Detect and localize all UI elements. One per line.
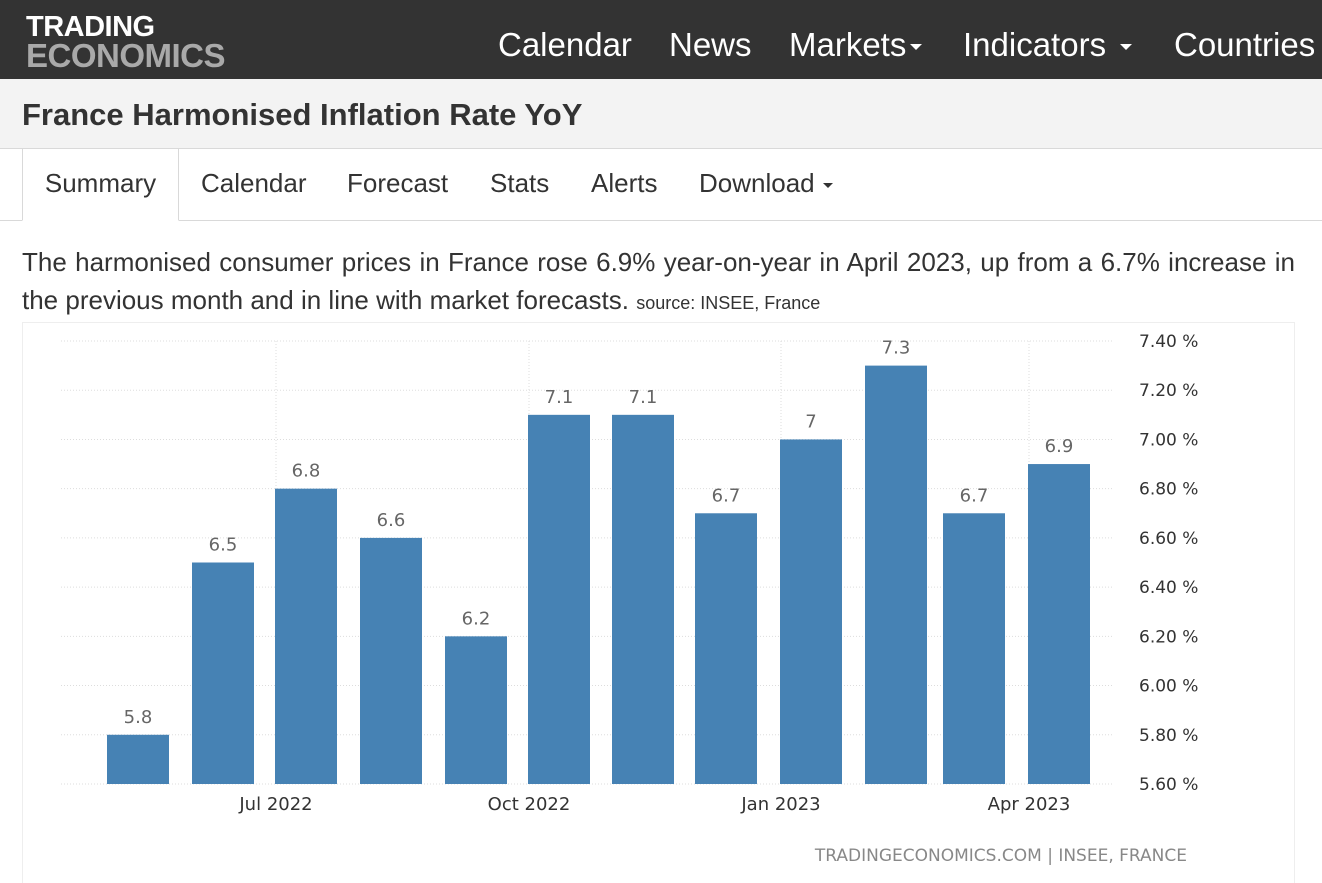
x-tick-label: Jan 2023: [740, 794, 820, 815]
bar: [695, 513, 757, 784]
y-tick-label: 6.40 %: [1139, 578, 1198, 598]
y-tick-label: 7.00 %: [1139, 430, 1198, 450]
tab-calendar-label: Calendar: [201, 168, 307, 198]
chevron-down-icon: [910, 44, 923, 51]
y-tick-label: 6.20 %: [1139, 627, 1198, 647]
data-label: 6.2: [462, 608, 491, 629]
site-logo[interactable]: TRADING ECONOMICS: [26, 11, 226, 74]
tab-download[interactable]: Download: [699, 168, 833, 199]
data-label: 7: [805, 411, 816, 432]
tab-alerts-label: Alerts: [591, 168, 658, 198]
bar: [107, 734, 169, 784]
data-label: 6.9: [1045, 436, 1074, 457]
bar: [1028, 464, 1090, 784]
bar: [275, 488, 337, 784]
nav-calendar-label: Calendar: [498, 26, 632, 63]
bar: [865, 365, 927, 784]
y-tick-label: 5.80 %: [1139, 726, 1198, 746]
top-nav-bar: TRADING ECONOMICS Calendar News Markets …: [0, 0, 1322, 79]
tab-download-label: Download: [699, 168, 815, 198]
title-band: France Harmonised Inflation Rate YoY: [0, 79, 1322, 149]
data-label: 6.5: [209, 535, 238, 556]
y-tick-label: 7.20 %: [1139, 381, 1198, 401]
logo-line-1: TRADING: [26, 11, 155, 43]
nav-indicators-label: Indicators: [963, 26, 1107, 63]
tab-calendar[interactable]: Calendar: [201, 168, 307, 199]
bar-chart: 5.8 6.5 6.8 6.6 6.2 7.1 7.1 6.7 7 7.3 6.7 6.9 5.60 %…: [61, 332, 1198, 866]
nav-indicators[interactable]: Indicators: [963, 26, 1133, 64]
page-title: France Harmonised Inflation Rate YoY: [22, 97, 583, 132]
y-tick-label: 6.80 %: [1139, 480, 1198, 500]
nav-markets-label: Markets: [789, 26, 907, 63]
bar: [943, 513, 1005, 784]
bar: [612, 414, 674, 784]
chevron-down-icon: [1120, 44, 1133, 51]
chevron-down-icon: [822, 182, 833, 188]
x-tick-label: Apr 2023: [988, 794, 1071, 815]
tab-forecast[interactable]: Forecast: [347, 168, 448, 199]
bar: [192, 562, 254, 784]
bar: [445, 636, 507, 784]
data-label: 6.7: [960, 485, 989, 506]
chart-container: 5.8 6.5 6.8 6.6 6.2 7.1 7.1 6.7 7 7.3 6.7 6.9 5.60 %…: [22, 322, 1295, 883]
data-label: 6.7: [712, 485, 741, 506]
data-label: 7.3: [882, 338, 911, 359]
bar: [528, 414, 590, 784]
y-tick-label: 7.40 %: [1139, 332, 1198, 352]
x-tick-label: Jul 2022: [238, 794, 312, 815]
y-tick-label: 5.60 %: [1139, 775, 1198, 795]
logo-line-2: ECONOMICS: [26, 36, 226, 74]
tab-bar: Summary Calendar Forecast Stats Alerts D…: [0, 148, 1322, 221]
tab-stats[interactable]: Stats: [490, 168, 549, 199]
tab-summary-label: Summary: [44, 168, 157, 198]
summary-text: The harmonised consumer prices in France…: [22, 243, 1295, 322]
y-tick-label: 6.00 %: [1139, 677, 1198, 697]
data-label: 5.8: [124, 707, 153, 728]
nav-countries-label: Countries: [1174, 26, 1316, 63]
chart-credit: TRADINGECONOMICS.COM | INSEE, FRANCE: [814, 846, 1187, 866]
tab-alerts[interactable]: Alerts: [591, 168, 657, 199]
summary-sentence: The harmonised consumer prices in France…: [22, 247, 1295, 315]
data-label: 7.1: [629, 387, 658, 408]
x-tick-label: Oct 2022: [488, 794, 571, 815]
nav-news[interactable]: News: [669, 26, 752, 64]
bar: [360, 537, 422, 784]
data-label: 7.1: [545, 387, 574, 408]
bar: [780, 439, 842, 784]
nav-countries[interactable]: Countries: [1174, 26, 1315, 64]
nav-markets[interactable]: Markets: [789, 26, 923, 64]
y-tick-label: 6.60 %: [1139, 529, 1198, 549]
data-label: 6.6: [377, 510, 406, 531]
summary-source: source: INSEE, France: [636, 293, 821, 313]
data-label: 6.8: [292, 461, 321, 482]
tab-forecast-label: Forecast: [347, 168, 449, 198]
nav-news-label: News: [669, 26, 752, 63]
tab-stats-label: Stats: [490, 168, 550, 198]
tab-summary[interactable]: Summary: [22, 148, 179, 221]
nav-calendar[interactable]: Calendar: [498, 26, 632, 64]
